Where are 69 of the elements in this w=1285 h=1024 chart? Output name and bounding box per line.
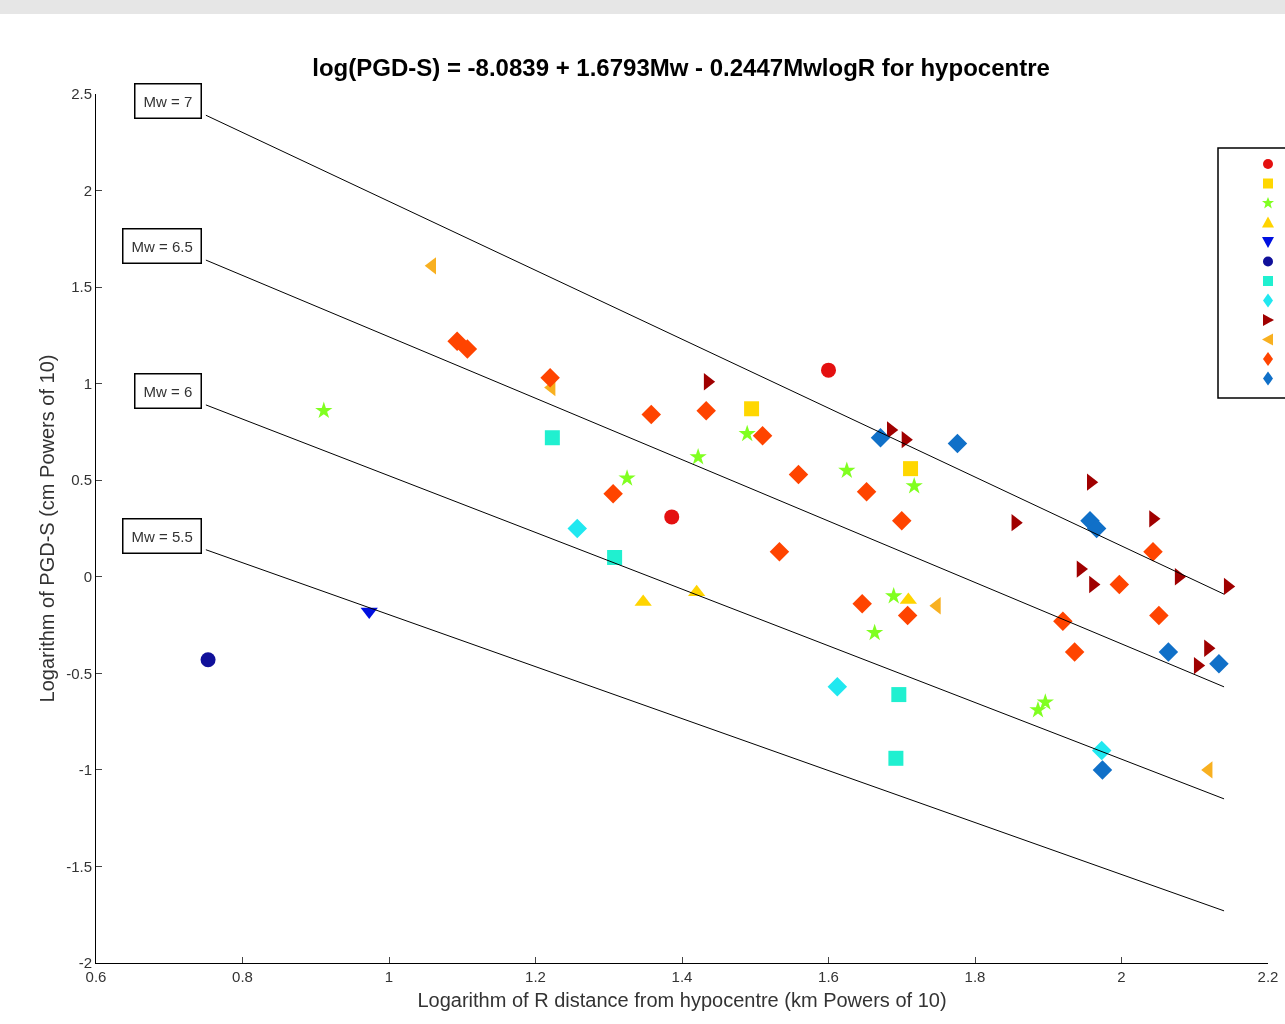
point — [888, 750, 904, 766]
point — [696, 400, 716, 421]
point — [641, 404, 661, 425]
x-tick-label: 1.2 — [525, 968, 546, 985]
point — [885, 586, 903, 604]
point — [897, 605, 918, 626]
annotation: Mw = 5.5 — [131, 527, 193, 545]
x-tick-label: 2 — [1117, 968, 1126, 985]
point — [1036, 693, 1054, 710]
point — [200, 652, 216, 668]
y-tick-label: 1.5 — [71, 278, 92, 296]
chart-title: log(PGD-S) = -8.0839 + 1.6793Mw - 0.2447MwlogR for hypocentre — [312, 54, 1050, 82]
point — [738, 424, 756, 442]
point — [567, 518, 587, 539]
point — [689, 447, 707, 465]
x-tick-label: 1.6 — [818, 968, 839, 985]
point — [703, 373, 716, 391]
annotation: Mw = 7 — [143, 92, 193, 110]
y-tick-label: -0.5 — [66, 664, 92, 682]
annotation: Mw = 6.5 — [131, 237, 193, 255]
point — [892, 511, 912, 531]
point — [1109, 574, 1130, 595]
point — [607, 549, 623, 565]
point — [1064, 642, 1085, 662]
point — [618, 469, 636, 486]
point — [1092, 760, 1113, 780]
point — [664, 509, 680, 525]
point — [447, 331, 467, 351]
point — [905, 476, 923, 494]
point — [821, 362, 836, 378]
point — [544, 430, 560, 446]
point — [827, 677, 848, 697]
point — [1086, 473, 1099, 491]
y-axis-title: Logarithm of PGD-S (cm Powers of 10) — [35, 354, 58, 703]
x-tick-label: 0.8 — [232, 968, 253, 985]
x-tick-label: 1.4 — [671, 968, 693, 985]
y-tick-label: -1.5 — [66, 857, 92, 875]
point — [457, 339, 478, 359]
point — [752, 426, 773, 446]
point — [1158, 642, 1179, 662]
point — [788, 464, 809, 485]
x-axis-title: Logarithm of R distance from hypocentre (km Powers of 10) — [417, 988, 947, 1011]
point — [891, 687, 907, 703]
point — [947, 433, 968, 454]
point — [603, 483, 623, 504]
point — [1053, 611, 1073, 631]
point — [1209, 653, 1229, 674]
y-tick-label: -1 — [78, 761, 92, 779]
point — [540, 368, 560, 388]
point — [866, 623, 884, 641]
point — [1149, 605, 1169, 626]
point — [903, 461, 919, 477]
x-tick-label: 1.8 — [964, 968, 986, 985]
point — [838, 461, 856, 478]
x-tick-label: 1 — [384, 968, 394, 985]
point — [744, 401, 760, 417]
point — [852, 594, 872, 614]
point — [1029, 700, 1047, 718]
annotation: Mw = 6 — [143, 382, 193, 400]
y-tick-label: 0.5 — [71, 471, 92, 489]
x-tick-label: 2.2 — [1257, 968, 1279, 985]
point — [1143, 541, 1163, 562]
point — [769, 541, 790, 562]
y-tick-label: 2.5 — [71, 85, 92, 103]
point — [315, 401, 333, 419]
point — [856, 482, 877, 502]
y-tick-label: 2 — [83, 181, 92, 199]
y-tick-label: 1 — [83, 374, 92, 392]
y-tick-label: 0 — [83, 568, 92, 586]
